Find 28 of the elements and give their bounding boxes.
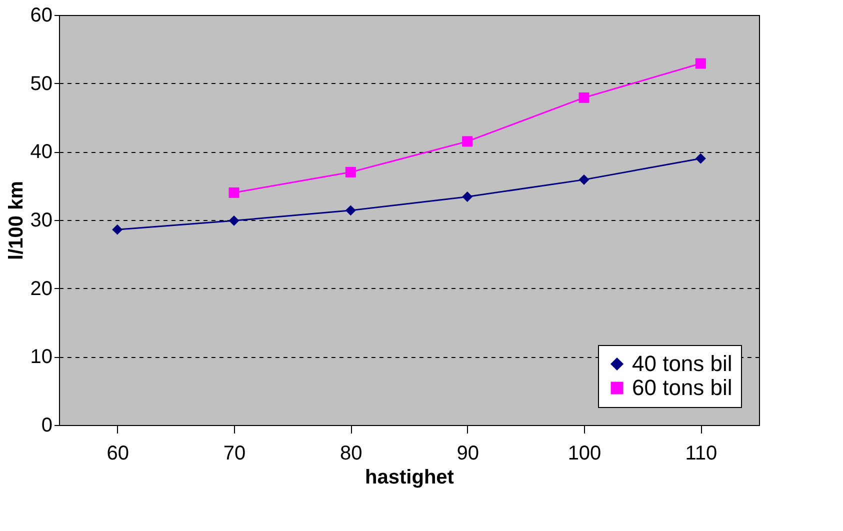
point bbox=[345, 166, 356, 178]
x-tick-label: 110 bbox=[685, 442, 718, 464]
point bbox=[578, 92, 590, 103]
point bbox=[228, 187, 240, 198]
x-tick-label: 70 bbox=[223, 442, 246, 464]
point bbox=[112, 224, 123, 235]
y-tick-label: 20 bbox=[30, 278, 52, 300]
y-axis-title: l/100 km bbox=[5, 181, 28, 260]
y-tick-label: 0 bbox=[41, 414, 52, 436]
y-tick-label: 40 bbox=[30, 141, 52, 164]
point bbox=[462, 192, 473, 202]
x-tick-label: 60 bbox=[106, 442, 129, 464]
point bbox=[345, 205, 356, 216]
y-tick-label: 60 bbox=[30, 4, 52, 26]
point bbox=[578, 174, 590, 185]
point bbox=[228, 215, 240, 226]
y-tick-label: 30 bbox=[30, 210, 52, 232]
x-tick-label: 80 bbox=[340, 442, 362, 464]
legend-label: 60 tons bil bbox=[632, 375, 732, 400]
point bbox=[695, 58, 706, 69]
x-tick-label: 100 bbox=[568, 442, 602, 464]
y-tick-label: 10 bbox=[30, 346, 52, 368]
x-tick-label: 90 bbox=[456, 442, 479, 464]
x-axis-title: hastighet bbox=[365, 466, 454, 488]
y-tick-label: 50 bbox=[30, 72, 52, 95]
point bbox=[695, 153, 706, 164]
point bbox=[462, 136, 473, 147]
legend-label: 40 tons bil bbox=[632, 351, 732, 376]
